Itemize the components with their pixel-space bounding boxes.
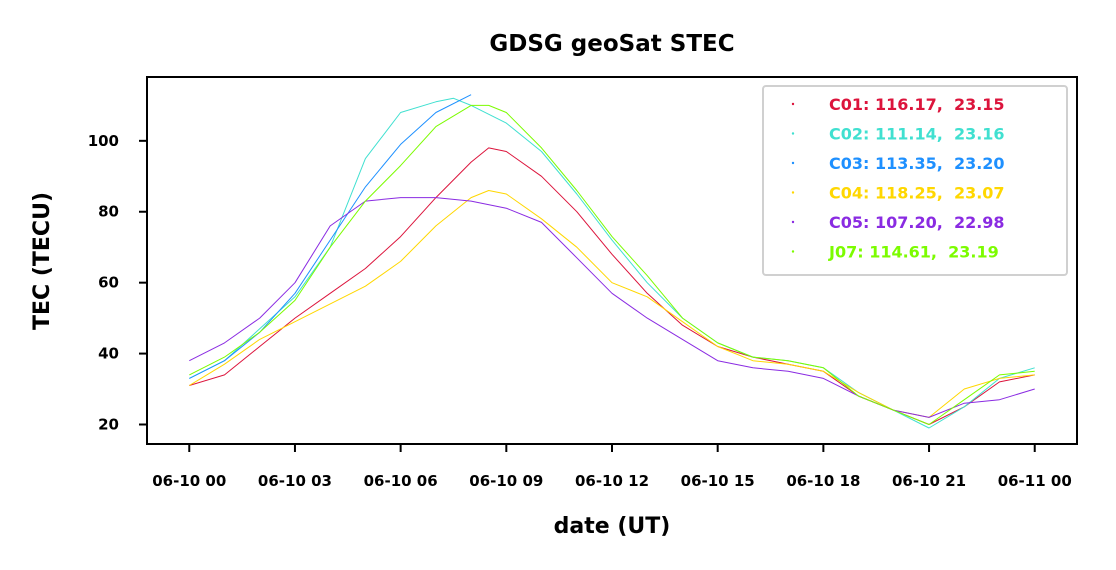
legend-marker-c05 — [791, 220, 795, 224]
legend-marker-c04 — [791, 191, 795, 194]
x-axis-label: date (UT) — [554, 514, 671, 539]
x-tick-label: 06-10 00 — [152, 472, 226, 490]
legend-box — [762, 85, 1068, 276]
series-line-j07 — [189, 104, 1035, 425]
legend-entry-c02: C02: 111.14, 23.16 — [829, 125, 1005, 144]
x-tick-label: 06-10 15 — [681, 472, 755, 490]
y-tick-label: 100 — [88, 132, 119, 150]
y-tick-label: 60 — [98, 274, 119, 292]
legend-entry-c03: C03: 113.35, 23.20 — [829, 154, 1005, 173]
plot-area — [189, 94, 1035, 429]
legend: C01: 116.17, 23.15 C02: 111.14, 23.16 C03:… — [762, 85, 1068, 276]
y-tick-label: 20 — [98, 415, 119, 433]
legend-marker-c03 — [791, 161, 795, 165]
chart-title: GDSG geoSat STEC — [489, 31, 734, 57]
legend-entry-c04: C04: 118.25, 23.07 — [829, 184, 1005, 203]
legend-entry-c05: C05: 107.20, 22.98 — [829, 213, 1005, 232]
legend-entry-j07: J07: 114.61, 23.19 — [828, 243, 999, 262]
legend-marker-c02 — [791, 132, 795, 135]
legend-marker-j07 — [791, 250, 795, 253]
x-tick-label: 06-10 12 — [575, 472, 649, 490]
y-axis: 20 40 60 80 100 — [88, 132, 147, 433]
x-tick-label: 06-10 09 — [469, 472, 543, 490]
x-tick-label: 06-10 03 — [258, 472, 332, 490]
y-tick-label: 40 — [98, 345, 119, 363]
y-axis-label: TEC (TECU) — [30, 192, 55, 330]
series-line-c03 — [189, 94, 472, 379]
x-axis: 06-10 00 06-10 03 06-10 06 06-10 09 06-10 12… — [152, 444, 1072, 490]
x-tick-label: 06-10 18 — [786, 472, 860, 490]
x-tick-label: 06-10 06 — [364, 472, 438, 490]
x-tick-label: 06-10 21 — [892, 472, 966, 490]
y-tick-label: 80 — [98, 203, 119, 221]
x-tick-label: 06-11 00 — [998, 472, 1072, 490]
legend-marker-c01 — [791, 102, 795, 106]
legend-entry-c01: C01: 116.17, 23.15 — [829, 95, 1005, 114]
series-line-c04 — [189, 190, 1035, 418]
